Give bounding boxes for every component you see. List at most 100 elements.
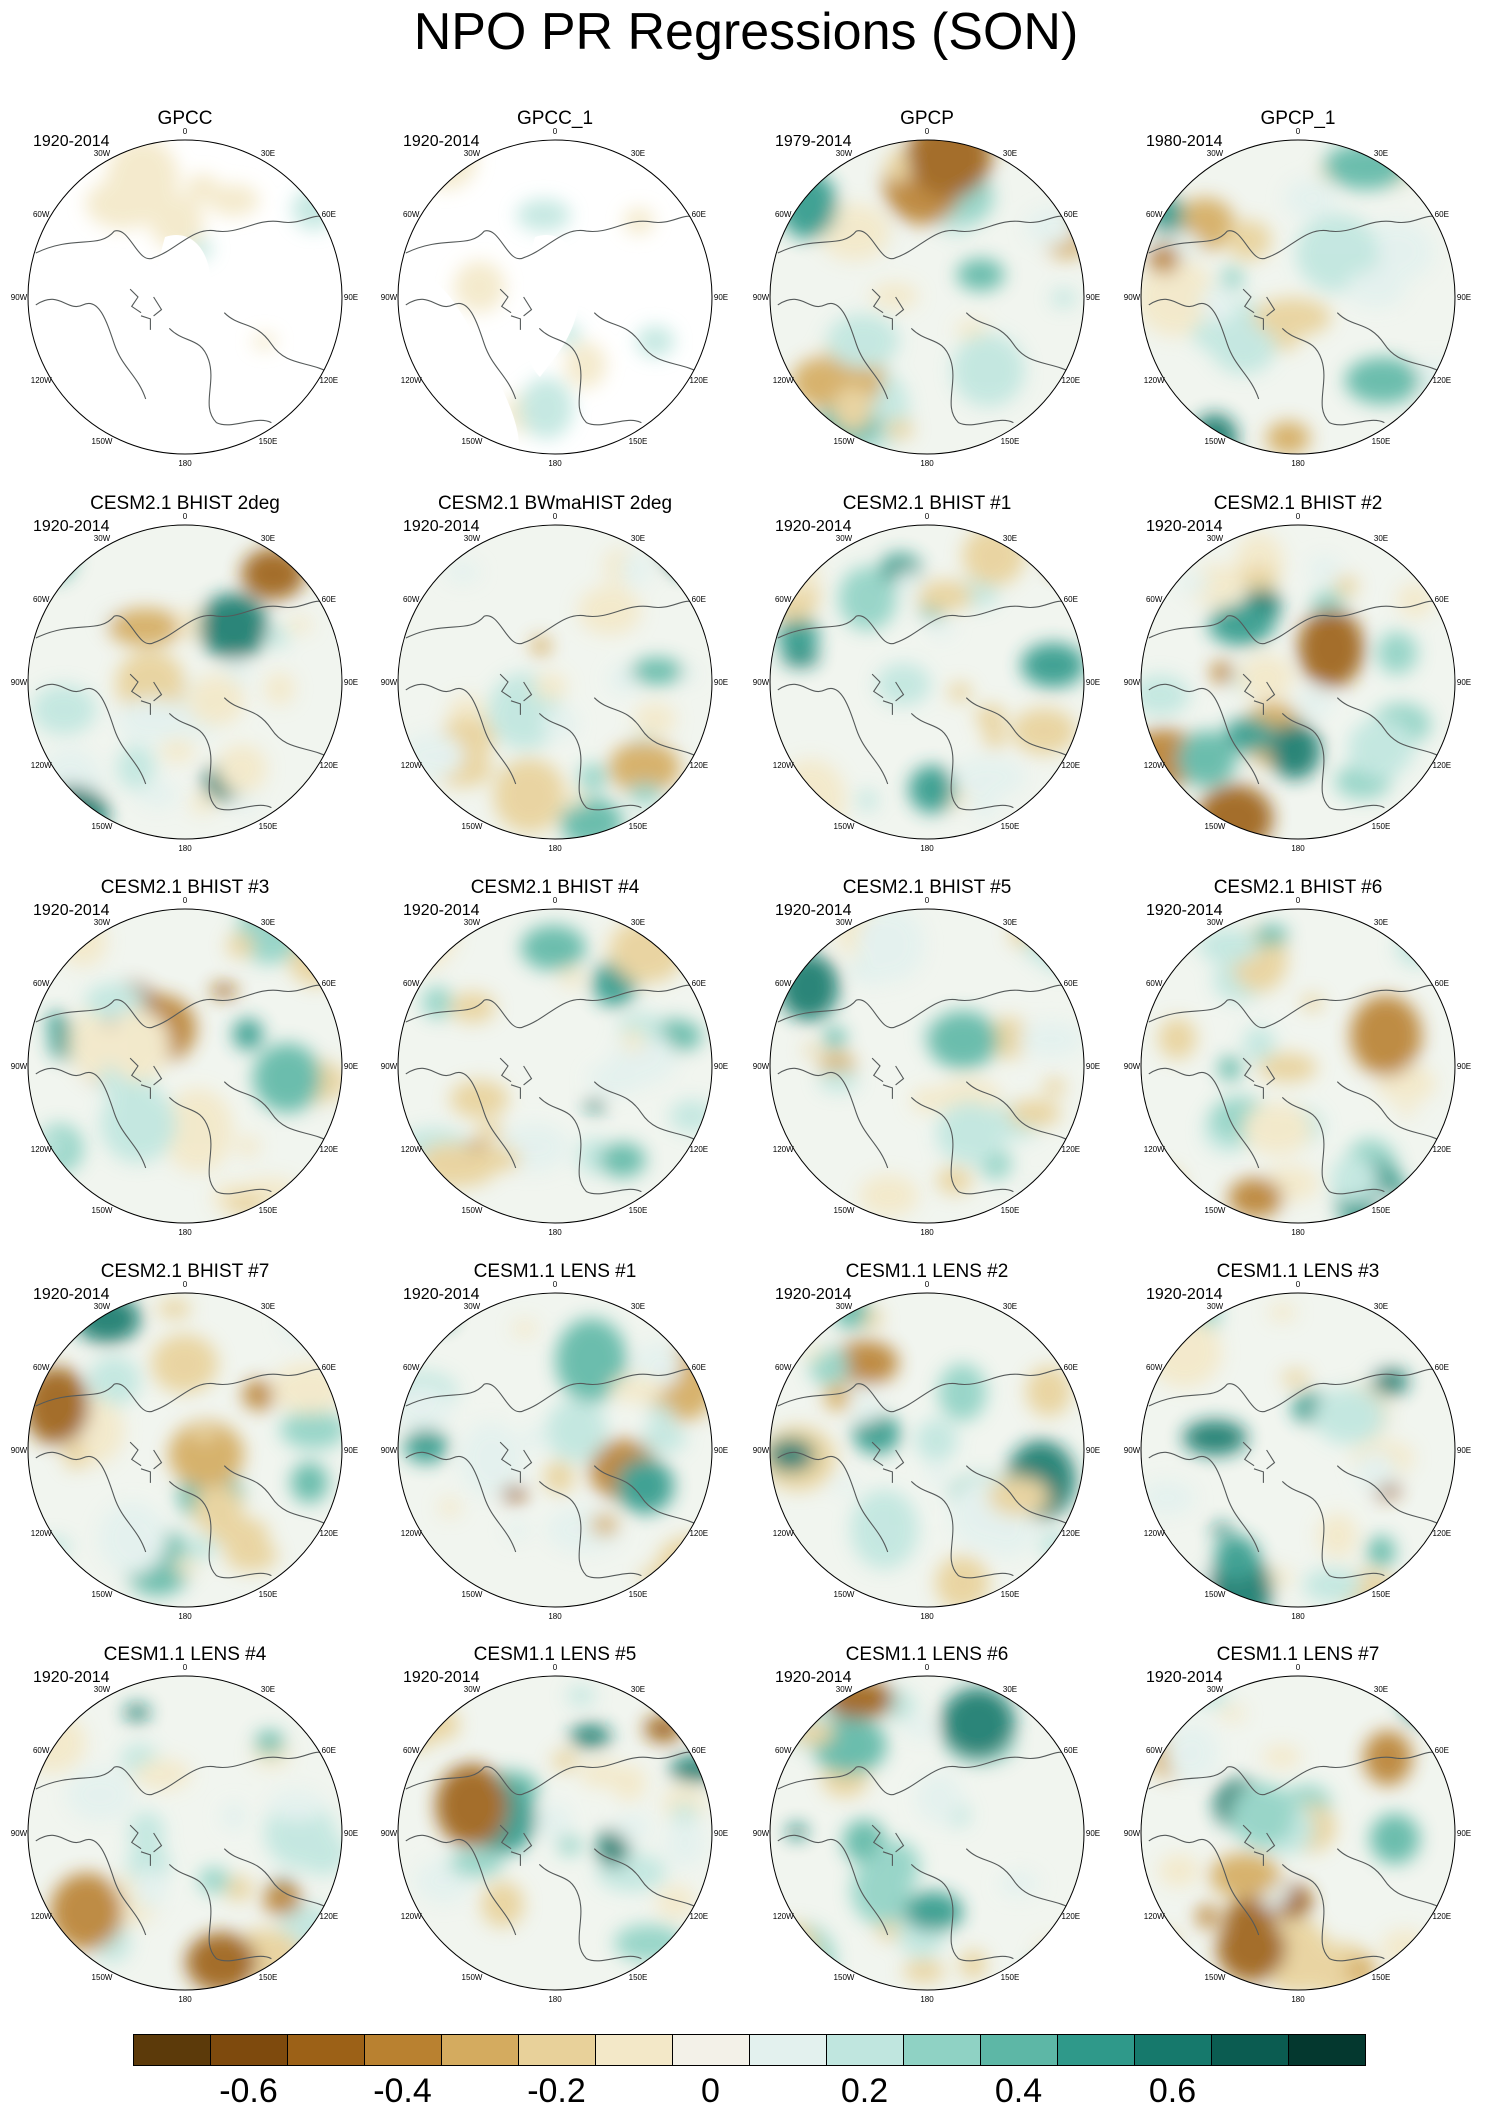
shading-blob (448, 1849, 503, 1877)
longitude-label: 120W (1144, 761, 1165, 770)
shading-blob (1177, 730, 1237, 787)
longitude-label: 180 (1291, 1612, 1305, 1621)
shading-blob (910, 1087, 944, 1114)
coastline (871, 1441, 905, 1483)
shading-blob (46, 1012, 69, 1033)
panel-title: CESM1.1 LENS #5 (473, 1644, 637, 1665)
shading-blob (608, 741, 681, 794)
longitude-label: 150W (92, 1590, 113, 1599)
colorbar-swatch (826, 2034, 904, 2066)
longitude-label: 120W (31, 1529, 52, 1538)
polar-map: 180 150E 120E 90E 60E 30E 0 30W 60W 90W 120W 150W (11, 1280, 358, 1621)
coastline (965, 1848, 1077, 1912)
longitude-label: 30W (94, 149, 111, 158)
shading-blob (584, 1099, 606, 1112)
longitude-label: 60E (1435, 210, 1449, 219)
panel-period: 1980-2014 (1146, 133, 1223, 150)
shading-blob (1372, 1368, 1409, 1396)
shading-blob (198, 593, 269, 660)
map-boundary (769, 908, 1085, 1224)
shading-blob (770, 553, 820, 595)
longitude-label: 60W (403, 1746, 420, 1755)
coastline (129, 1057, 163, 1099)
shading-blob (628, 783, 662, 805)
coastline (405, 298, 517, 400)
shading-blob (1355, 1451, 1396, 1490)
colorbar-swatch (749, 2034, 827, 2066)
longitude-label: 30W (464, 1685, 481, 1694)
longitude-label: 0 (925, 1280, 930, 1289)
shading-blob (220, 1801, 248, 1831)
shading-blob (264, 672, 295, 706)
coastline (538, 328, 642, 426)
polar-map: 180 150E 120E 90E 60E 30E 0 30W 60W 90W 120W 150W (1124, 1280, 1471, 1621)
shading-blob (28, 1712, 86, 1774)
panel-period: 1920-2014 (775, 1286, 852, 1303)
shading-blob (37, 785, 109, 839)
longitude-label: 60E (1064, 1363, 1078, 1372)
shading-blob (1158, 1854, 1200, 1887)
longitude-label: 0 (553, 512, 558, 521)
longitude-label: 30E (261, 149, 275, 158)
longitude-label: 120E (1432, 1529, 1451, 1538)
coastline (35, 683, 147, 785)
longitude-label: 30E (631, 149, 645, 158)
coastline (223, 697, 335, 761)
colorbar-tick-label: -0.2 (527, 2072, 586, 2110)
longitude-label: 180 (1291, 1228, 1305, 1237)
map-boundary (27, 908, 343, 1224)
coastline (777, 1368, 1069, 1413)
coastline (35, 215, 327, 260)
colorbar-tick-label: 0.4 (994, 2072, 1043, 2110)
longitude-label: 180 (548, 844, 562, 853)
longitude-label: 60W (775, 210, 792, 219)
coastline (129, 673, 163, 715)
shading-blob (398, 909, 459, 970)
shading-blob (936, 1102, 1005, 1165)
longitude-label: 120E (1432, 1912, 1451, 1921)
longitude-label: 30W (94, 918, 111, 927)
shading-blob (884, 419, 914, 439)
coastline (1148, 600, 1440, 645)
longitude-label: 30E (261, 534, 275, 543)
polar-map: 180 150E 120E 90E 60E 30E 0 30W 60W 90W 120W 150W (381, 896, 728, 1237)
longitude-label: 90E (714, 1062, 728, 1071)
longitude-label: 90W (11, 1062, 28, 1071)
shading-blob (1255, 925, 1288, 946)
shading-blob (398, 1691, 445, 1751)
longitude-label: 180 (548, 1612, 562, 1621)
coastline (1281, 1864, 1385, 1962)
shading-blob (664, 1821, 706, 1867)
shading-blob (1330, 1156, 1378, 1203)
longitude-label: 30W (1207, 1685, 1224, 1694)
longitude-label: 60W (1146, 1363, 1163, 1372)
shading-blob (398, 1386, 453, 1430)
shading-blob (870, 282, 919, 310)
longitude-label: 60W (775, 1746, 792, 1755)
coastline (405, 1451, 517, 1553)
coastline (35, 600, 327, 645)
shading-blob (887, 1696, 919, 1715)
longitude-label: 90E (1086, 1446, 1100, 1455)
shading-blob (107, 1009, 170, 1082)
longitude-label: 90W (381, 678, 398, 687)
longitude-label: 30W (1207, 149, 1224, 158)
coastline (405, 1834, 517, 1936)
longitude-label: 60E (1064, 979, 1078, 988)
longitude-label: 180 (178, 844, 192, 853)
colorbar-tick-label: -0.4 (373, 2072, 432, 2110)
shading-blob (1158, 1017, 1197, 1060)
shading-blob (1051, 288, 1077, 308)
shading-blob (1334, 575, 1358, 597)
shading-blob (915, 1772, 963, 1824)
longitude-label: 120W (773, 1529, 794, 1538)
polar-map: 180 150E 120E 90E 60E 30E 0 30W 60W 90W 120W 150W (381, 512, 728, 853)
shading-blob (790, 1721, 834, 1745)
panel-period: 1920-2014 (33, 1669, 110, 1686)
coastline (538, 1864, 642, 1962)
shading-blob (940, 1687, 1015, 1759)
shading-blob (1197, 784, 1274, 839)
panel-title: CESM1.1 LENS #1 (473, 1261, 637, 1282)
shading-blob (622, 1028, 645, 1052)
coastline (35, 1368, 327, 1413)
